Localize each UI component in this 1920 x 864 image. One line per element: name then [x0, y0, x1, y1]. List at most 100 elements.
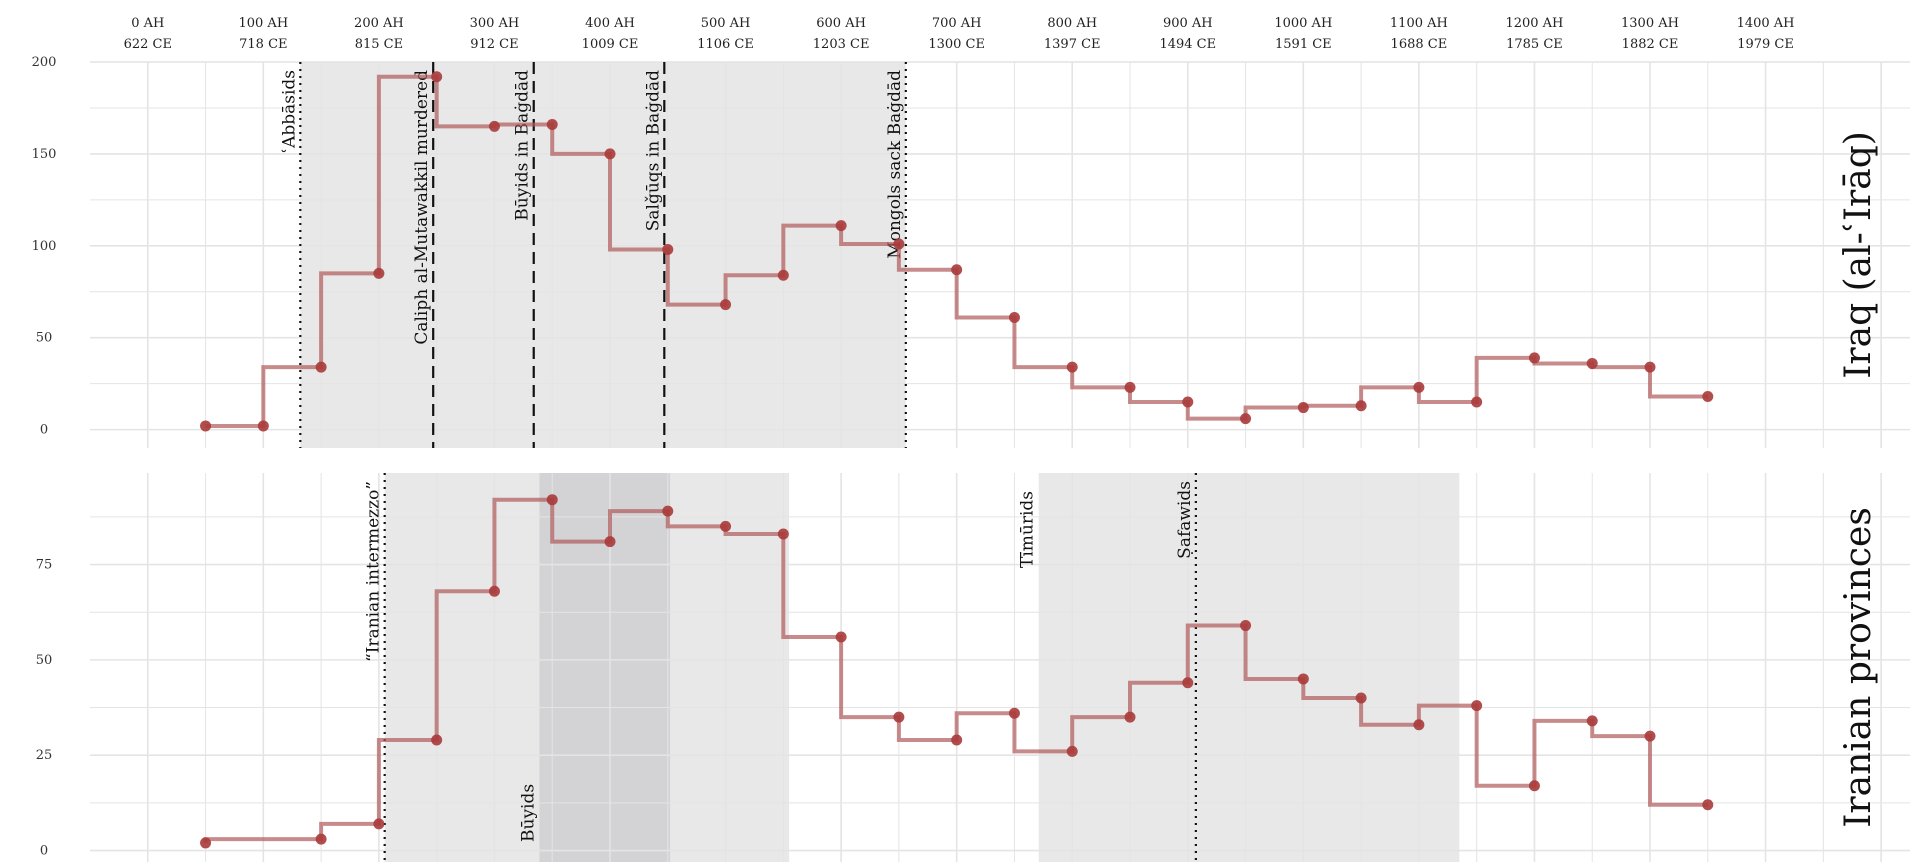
top-axis-tick-ah: 300 AH [470, 16, 520, 31]
y-tick-label: 75 [36, 558, 53, 573]
top-axis-tick-ce: 1882 CE [1622, 37, 1679, 52]
series-line [203, 497, 1708, 843]
event-label: “Iranian intermezzo” [364, 481, 384, 662]
top-axis-tick-ce: 1106 CE [697, 37, 754, 52]
top-axis-tick-ah: 100 AH [238, 16, 288, 31]
top-axis-tick-ah: 1300 AH [1621, 16, 1679, 31]
top-axis-tick-ah: 0 AH [131, 16, 164, 31]
data-point [1008, 311, 1020, 323]
top-axis-tick-ah: 1100 AH [1390, 16, 1448, 31]
panel-title: Iranian provinces [1838, 507, 1879, 828]
top-axis-tick-ce: 1494 CE [1159, 37, 1216, 52]
top-axis-tick-ah: 1200 AH [1505, 16, 1563, 31]
top-axis-tick-ce: 1785 CE [1506, 37, 1563, 52]
data-point [835, 631, 847, 643]
data-point [1124, 711, 1136, 723]
data-point [200, 420, 212, 432]
shaded-period [300, 62, 906, 448]
top-axis-tick-ce: 1300 CE [928, 37, 985, 52]
top-axis-tick-ah: 700 AH [932, 16, 982, 31]
data-point [488, 585, 500, 597]
data-point [1702, 799, 1714, 811]
y-tick-label: 100 [32, 239, 57, 254]
top-axis: 0 AH 622 CE 100 AH 718 CE 200 AH 815 CE 300 AH… [124, 16, 1795, 52]
shaded-period [539, 473, 671, 862]
data-point [1586, 715, 1598, 727]
data-point [200, 837, 212, 849]
period-label: Būyids [519, 784, 539, 842]
y-tick-label: 25 [36, 748, 53, 763]
data-point [1413, 381, 1425, 393]
data-point [893, 238, 905, 250]
data-point [373, 818, 385, 830]
data-point [1528, 780, 1540, 792]
event-label: Būyids in Baġdād [513, 70, 533, 221]
y-tick-label: 0 [40, 844, 48, 859]
data-point [1297, 402, 1309, 414]
data-point [1586, 357, 1598, 369]
top-axis-tick-ce: 1688 CE [1391, 37, 1448, 52]
event-label: ʿAbbāsids [279, 70, 299, 153]
top-axis-tick-ah: 1000 AH [1274, 16, 1332, 31]
data-point [1182, 396, 1194, 408]
data-point [1355, 692, 1367, 704]
top-axis-tick-ah: 200 AH [354, 16, 404, 31]
data-point [431, 71, 443, 83]
event-label: Caliph al-Mutawakkil murdered [412, 70, 432, 345]
data-point [1644, 730, 1656, 742]
data-point [1182, 677, 1194, 689]
series-line [205, 74, 1708, 428]
data-point [835, 220, 847, 232]
top-axis-tick-ce: 815 CE [355, 37, 403, 52]
data-point [662, 505, 674, 517]
data-point [1471, 396, 1483, 408]
top-axis-tick-ce: 1397 CE [1044, 37, 1101, 52]
top-axis-tick-ah: 800 AH [1047, 16, 1097, 31]
y-tick-label: 150 [32, 147, 57, 162]
event-label: Mongols sack Baġdād [885, 70, 905, 259]
data-point [431, 734, 443, 746]
data-point [1413, 719, 1425, 731]
data-point [488, 120, 500, 132]
data-point [1124, 381, 1136, 393]
y-tick-label: 200 [32, 55, 57, 70]
y-tick-label: 0 [40, 423, 48, 438]
data-point [546, 494, 558, 506]
data-point [777, 528, 789, 540]
data-point [315, 361, 327, 373]
top-axis-tick-ce: 1009 CE [582, 37, 639, 52]
data-point [604, 536, 616, 548]
top-axis-tick-ce: 1591 CE [1275, 37, 1332, 52]
top-axis-tick-ah: 600 AH [816, 16, 866, 31]
top-axis-tick-ah: 1400 AH [1737, 16, 1795, 31]
panel-iraq: 0 50 150 100 200 ʿAbbāsids Caliph al-Mutawakki… [32, 55, 1910, 448]
data-point [720, 520, 732, 532]
top-axis-tick-ah: 900 AH [1163, 16, 1213, 31]
data-point [373, 267, 385, 279]
top-axis-tick-ce: 1203 CE [813, 37, 870, 52]
data-point [720, 299, 732, 311]
period-label: Tīmūrids [1018, 491, 1038, 568]
data-point [1008, 707, 1020, 719]
data-point [1528, 352, 1540, 364]
data-point [951, 264, 963, 276]
data-point [257, 420, 269, 432]
top-axis-tick-ce: 1979 CE [1737, 37, 1794, 52]
top-axis-tick-ce: 718 CE [239, 37, 287, 52]
data-point [1066, 745, 1078, 757]
data-point [1297, 673, 1309, 685]
data-point [662, 243, 674, 255]
top-axis-tick-ah: 400 AH [585, 16, 635, 31]
data-point [777, 269, 789, 281]
data-point [951, 734, 963, 746]
event-label: Ṣafawids [1175, 481, 1195, 559]
y-tick-label: 50 [36, 653, 53, 668]
data-point [315, 833, 327, 845]
data-point [1240, 620, 1252, 632]
data-point [1240, 413, 1252, 425]
data-point [1644, 361, 1656, 373]
event-label: Salǧūqs in Baġdād [643, 70, 663, 231]
data-point [546, 118, 558, 130]
data-point [1355, 400, 1367, 412]
